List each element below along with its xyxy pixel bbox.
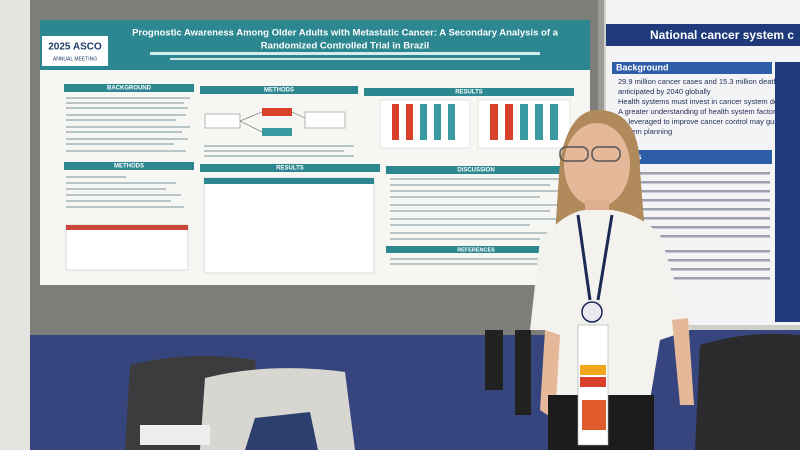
poster-header: [40, 20, 590, 70]
section-header: [386, 166, 566, 174]
section-title: DISCUSSION: [457, 168, 494, 174]
section-header: [612, 150, 772, 164]
bullet-text: A greater understanding of health system…: [618, 107, 800, 116]
poster-title: Prognostic Awareness Among Older Adults …: [132, 28, 559, 39]
meeting: 2025 ASCO: [48, 42, 102, 53]
section-header: [612, 62, 772, 74]
asco-logo-box: [42, 36, 108, 66]
section-title: REFERENCES: [457, 247, 495, 253]
section-header: [386, 246, 566, 253]
papers: [140, 425, 210, 445]
poster-title: Randomized Controlled Trial in Brazil: [261, 41, 429, 52]
chair: [200, 368, 355, 450]
left-panel: [0, 0, 30, 450]
meeting-sub: ANNUAL MEETING: [53, 56, 97, 62]
flow-diagram: [204, 108, 346, 136]
bullet-text: 29.9 million cancer cases and 15.3 milli…: [618, 77, 794, 86]
section-header: [364, 88, 574, 96]
section-header: [200, 164, 380, 172]
section-title: BACKGROUND: [107, 86, 152, 92]
poster-body-text: [66, 97, 560, 265]
bag: [245, 412, 318, 450]
section-header: [200, 86, 358, 94]
section-title: RESULTS: [455, 90, 483, 96]
person-legs: [515, 330, 531, 415]
right-poster-title: National cancer system c: [650, 28, 794, 42]
bullet-text: system planning: [618, 127, 672, 136]
person-legs: [485, 330, 503, 390]
right-poster-column: [775, 62, 800, 322]
section-title: Background: [616, 62, 669, 72]
bullet-list: 29.9 million cancer cases and 15.3 milli…: [618, 77, 800, 136]
authors: [150, 52, 540, 55]
results-figure: [379, 99, 571, 149]
poster-table: [65, 177, 375, 274]
section-header: [64, 84, 194, 92]
section-header: [64, 162, 194, 170]
person: [530, 109, 694, 450]
section-title: METHODS: [114, 164, 144, 170]
right-poster-header: [606, 24, 800, 46]
section-title: METHODS: [264, 88, 294, 94]
section-title: RESULTS: [276, 166, 304, 172]
right-body-text: [620, 172, 770, 280]
affiliations: [170, 58, 520, 60]
bullet-text: Health systems must invest in cancer sys…: [618, 97, 800, 106]
chair: [695, 333, 800, 450]
bullet-text: anticipated by 2040 globally: [618, 87, 711, 96]
bullet-text: be leveraged to improve cancer control m…: [618, 117, 800, 126]
